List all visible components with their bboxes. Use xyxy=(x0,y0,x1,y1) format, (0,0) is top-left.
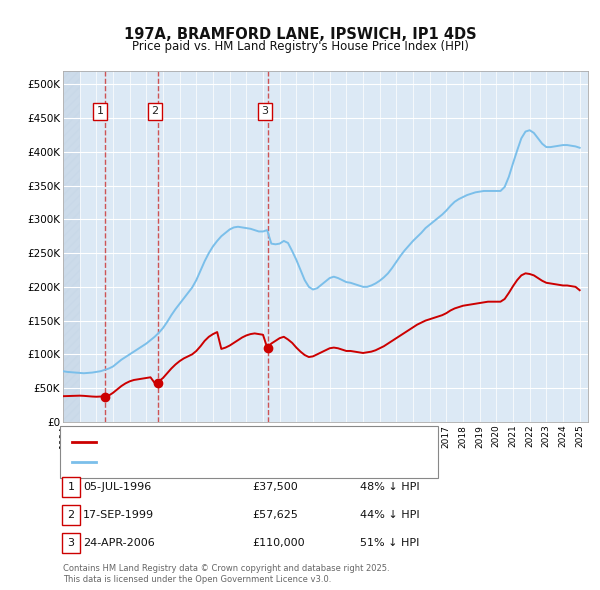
Text: 51% ↓ HPI: 51% ↓ HPI xyxy=(360,539,419,548)
Text: 17-SEP-1999: 17-SEP-1999 xyxy=(83,510,154,520)
Text: This data is licensed under the Open Government Licence v3.0.: This data is licensed under the Open Gov… xyxy=(63,575,331,584)
Text: £37,500: £37,500 xyxy=(252,482,298,491)
Text: 2: 2 xyxy=(68,510,74,520)
Text: 48% ↓ HPI: 48% ↓ HPI xyxy=(360,482,419,491)
Bar xyxy=(63,71,80,422)
Text: HPI: Average price, detached house, Ipswich: HPI: Average price, detached house, Ipsw… xyxy=(100,457,322,467)
Text: £110,000: £110,000 xyxy=(252,539,305,548)
Text: Price paid vs. HM Land Registry's House Price Index (HPI): Price paid vs. HM Land Registry's House … xyxy=(131,40,469,53)
Text: Contains HM Land Registry data © Crown copyright and database right 2025.: Contains HM Land Registry data © Crown c… xyxy=(63,565,389,573)
Text: 197A, BRAMFORD LANE, IPSWICH, IP1 4DS (detached house): 197A, BRAMFORD LANE, IPSWICH, IP1 4DS (d… xyxy=(100,437,403,447)
Text: 1: 1 xyxy=(68,482,74,491)
Text: 1: 1 xyxy=(97,106,103,116)
Text: 2: 2 xyxy=(151,106,158,116)
Text: 3: 3 xyxy=(68,539,74,548)
Text: 44% ↓ HPI: 44% ↓ HPI xyxy=(360,510,419,520)
Text: 197A, BRAMFORD LANE, IPSWICH, IP1 4DS: 197A, BRAMFORD LANE, IPSWICH, IP1 4DS xyxy=(124,27,476,41)
Text: £57,625: £57,625 xyxy=(252,510,298,520)
Text: 24-APR-2006: 24-APR-2006 xyxy=(83,539,155,548)
Text: 05-JUL-1996: 05-JUL-1996 xyxy=(83,482,151,491)
Text: 3: 3 xyxy=(262,106,268,116)
